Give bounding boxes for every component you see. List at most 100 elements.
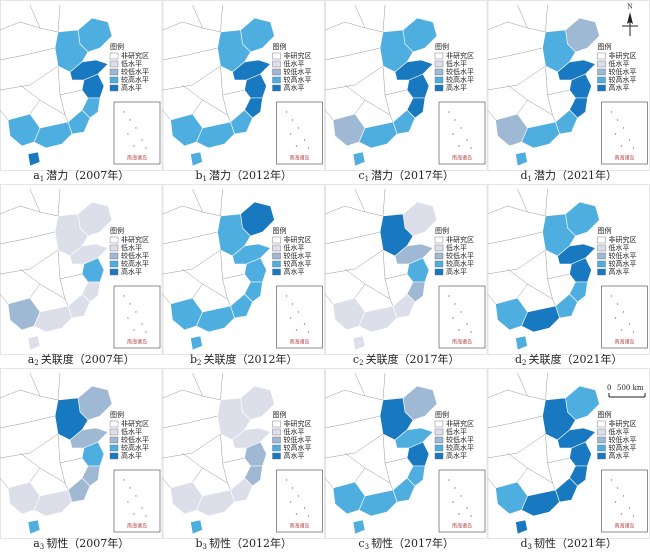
province bbox=[230, 293, 253, 319]
legend-label: 非研究区 bbox=[284, 235, 312, 244]
legend-label: 低水平 bbox=[121, 427, 142, 436]
province-outline bbox=[0, 293, 9, 305]
inset-island bbox=[620, 513, 623, 515]
legend-swatch bbox=[434, 444, 444, 452]
inset-island bbox=[460, 311, 462, 313]
legend-label: 低水平 bbox=[284, 243, 305, 252]
province-outline bbox=[0, 47, 56, 61]
legend-swatch bbox=[109, 268, 119, 276]
legend-swatch bbox=[434, 428, 444, 436]
caption-subscript: 1 bbox=[203, 175, 207, 183]
inset-island bbox=[127, 133, 129, 135]
province bbox=[358, 489, 398, 517]
province-outline bbox=[507, 452, 528, 483]
inset-label: 南海诸岛 bbox=[289, 523, 309, 530]
inset-island bbox=[141, 323, 143, 325]
inset-island bbox=[133, 329, 135, 331]
province-outline bbox=[487, 109, 496, 121]
inset-island bbox=[610, 111, 613, 113]
province bbox=[196, 121, 235, 149]
province bbox=[569, 465, 588, 487]
legend-swatch bbox=[434, 268, 444, 276]
caption-subscript: 3 bbox=[365, 543, 369, 551]
inset-island bbox=[458, 145, 460, 147]
legend-swatch bbox=[597, 444, 606, 452]
province bbox=[196, 489, 235, 517]
legend-swatch bbox=[434, 252, 444, 260]
inset-island bbox=[297, 127, 300, 129]
legend-swatch bbox=[109, 436, 119, 444]
province-outline bbox=[487, 231, 543, 245]
province-outline bbox=[324, 293, 334, 305]
province-outline bbox=[162, 205, 221, 217]
province bbox=[392, 477, 416, 503]
inset-island bbox=[297, 311, 300, 313]
inset-island bbox=[129, 487, 131, 489]
legend-label: 非研究区 bbox=[284, 51, 312, 60]
legend-label: 高水平 bbox=[284, 451, 305, 460]
caption-title: 潜力（2021年） bbox=[534, 168, 617, 182]
legend-label: 较高水平 bbox=[121, 443, 149, 452]
inset-island bbox=[307, 331, 310, 333]
province bbox=[190, 335, 203, 351]
legend-label: 高水平 bbox=[609, 267, 630, 276]
province-outline bbox=[57, 372, 61, 401]
inset-frame bbox=[601, 101, 648, 165]
legend-label: 较高水平 bbox=[121, 75, 149, 84]
province-outline bbox=[487, 47, 543, 61]
legend-swatch bbox=[597, 268, 606, 276]
province bbox=[170, 113, 203, 147]
province bbox=[33, 489, 73, 517]
province-outline bbox=[19, 268, 41, 299]
legend-swatch bbox=[272, 60, 281, 68]
province bbox=[33, 305, 73, 333]
legend-swatch bbox=[109, 428, 119, 436]
inset-island bbox=[295, 145, 298, 147]
legend-label: 较高水平 bbox=[446, 259, 474, 268]
panel-caption: a2 关联度（2007年） bbox=[28, 352, 135, 367]
province-outline bbox=[222, 278, 231, 307]
legend-label: 高水平 bbox=[446, 267, 467, 276]
province bbox=[7, 113, 41, 147]
caption-subscript: 2 bbox=[522, 359, 526, 367]
province-outline bbox=[19, 84, 41, 115]
legend-swatch bbox=[434, 52, 444, 60]
province bbox=[244, 97, 263, 119]
inset-island bbox=[614, 501, 617, 503]
caption-letter: b bbox=[195, 537, 202, 550]
province-outline bbox=[547, 462, 556, 491]
legend-label: 低水平 bbox=[446, 59, 467, 68]
province-outline bbox=[222, 462, 231, 491]
legend-swatch bbox=[109, 260, 119, 268]
province-outline bbox=[39, 467, 66, 484]
province bbox=[232, 427, 272, 449]
inset-frame bbox=[276, 101, 323, 165]
legend-label: 较低水平 bbox=[121, 251, 149, 260]
inset-label: 南海诸岛 bbox=[289, 155, 309, 162]
legend-label: 非研究区 bbox=[121, 51, 149, 60]
legend-swatch bbox=[434, 420, 444, 428]
legend-label: 低水平 bbox=[446, 243, 467, 252]
panel-caption: a1 潜力（2007年） bbox=[33, 168, 129, 183]
province-outline bbox=[39, 99, 66, 116]
legend-label: 低水平 bbox=[121, 243, 142, 252]
province bbox=[557, 59, 597, 81]
legend-label: 较低水平 bbox=[121, 67, 149, 76]
legend-label: 较高水平 bbox=[609, 443, 637, 452]
legend-label: 较低水平 bbox=[446, 435, 474, 444]
legend-swatch bbox=[272, 260, 281, 268]
inset-island bbox=[454, 119, 456, 121]
province bbox=[27, 335, 41, 351]
province bbox=[170, 297, 203, 331]
province bbox=[244, 281, 263, 303]
panel-caption: c1 潜力（2017年） bbox=[358, 168, 454, 183]
province-outline bbox=[0, 415, 56, 429]
province-outline bbox=[487, 249, 546, 275]
legend-swatch bbox=[109, 252, 119, 260]
legend-label: 较高水平 bbox=[284, 443, 312, 452]
province-outline bbox=[0, 389, 59, 401]
province-outline bbox=[182, 84, 203, 115]
legend-label: 高水平 bbox=[284, 267, 305, 276]
province bbox=[392, 109, 416, 135]
